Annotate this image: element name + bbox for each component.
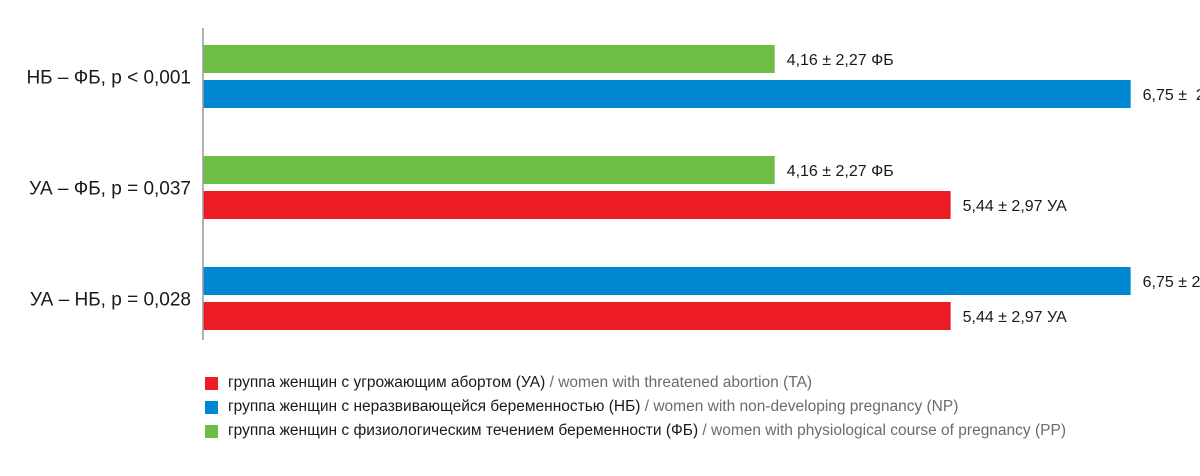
category-label: УА – ФБ, p = 0,037 <box>29 179 191 200</box>
bar-ta <box>203 302 951 330</box>
bar-value-label: 4,16 ± 2,27 ФБ <box>787 52 894 69</box>
bar-np <box>203 80 1131 108</box>
legend-text-ru: группа женщин с угрожающим абортом (УА) <box>228 374 546 391</box>
legend-label-ta: группа женщин с угрожающим абортом (УА) … <box>228 374 812 392</box>
bar-pp <box>203 45 775 73</box>
legend-text-en: / women with non-developing pregnancy (N… <box>640 398 959 415</box>
legend-item-np: группа женщин с неразвивающейся беременн… <box>205 395 1066 419</box>
bar-value-label: 5,44 ± 2,97 УА <box>963 309 1067 326</box>
category-label: НБ – ФБ, p < 0,001 <box>26 68 191 89</box>
bar-value-label: 5,44 ± 2,97 УА <box>963 198 1067 215</box>
legend-swatch-np <box>205 400 218 414</box>
legend-label-pp: группа женщин с физиологическим течением… <box>228 422 1066 440</box>
legend-item-pp: группа женщин с физиологическим течением… <box>205 419 1066 443</box>
bar-ta <box>203 191 951 219</box>
legend-swatch-ta <box>205 376 218 390</box>
legend-label-np: группа женщин с неразвивающейся беременн… <box>228 398 958 416</box>
bar-value-label: 6,75 ± 2,94 НБ <box>1143 87 1200 104</box>
bar-pp <box>203 156 775 184</box>
legend-swatch-pp <box>205 424 218 438</box>
category-label: УА – НБ, p = 0,028 <box>30 290 191 311</box>
labels-layer: 4,16 ± 2,27 ФБ 6,75 ± 2,94 НБ НБ – ФБ, p <… <box>26 52 1200 326</box>
bars-layer <box>203 45 1131 330</box>
legend: группа женщин с угрожающим абортом (УА) … <box>205 371 1066 443</box>
bar-value-label: 6,75 ± 2,94 НБ <box>1143 274 1200 291</box>
legend-text-ru: группа женщин с физиологическим течением… <box>228 422 699 439</box>
legend-item-ta: группа женщин с угрожающим абортом (УА) … <box>205 371 1066 395</box>
legend-text-en: / women with physiological course of pre… <box>698 422 1066 439</box>
bar-value-label: 4,16 ± 2,27 ФБ <box>787 163 894 180</box>
legend-text-ru: группа женщин с неразвивающейся беременн… <box>228 398 641 415</box>
bar-np <box>203 267 1131 295</box>
legend-text-en: / women with threatened abortion (TA) <box>545 374 813 391</box>
